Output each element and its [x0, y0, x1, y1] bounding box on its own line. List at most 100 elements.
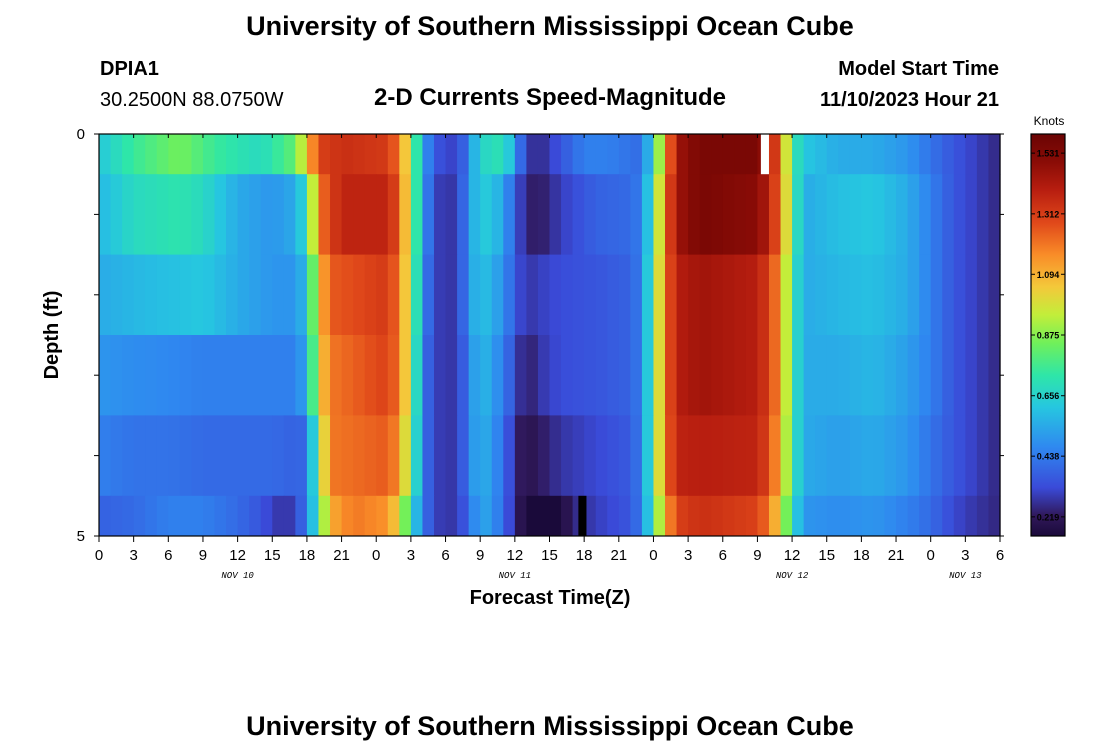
- heatmap-cell: [168, 174, 181, 255]
- heatmap-cell: [665, 134, 678, 175]
- heatmap-cell: [872, 415, 886, 497]
- heatmap-cell: [537, 134, 551, 175]
- heatmap-cell: [896, 174, 909, 255]
- heatmap-cell: [722, 254, 735, 336]
- heatmap-cell: [353, 415, 366, 497]
- heatmap-cell: [433, 134, 447, 175]
- heatmap-cell: [630, 134, 643, 175]
- heatmap-cell: [491, 335, 504, 416]
- heatmap-cell: [99, 174, 112, 255]
- heatmap-cell: [884, 495, 897, 537]
- x-tick-label: 6: [996, 547, 1004, 564]
- heatmap-cell: [249, 254, 262, 336]
- heatmap-cell: [202, 134, 216, 175]
- heatmap-cell: [295, 415, 308, 497]
- heatmap-cell: [711, 134, 724, 175]
- heatmap-cell: [699, 134, 712, 175]
- y-axis: 05: [77, 126, 1004, 545]
- heatmap-cell: [133, 495, 146, 537]
- heatmap-cell: [745, 134, 759, 175]
- heatmap-cell: [480, 495, 493, 537]
- heatmap-cell: [537, 174, 551, 255]
- heatmap-cell: [572, 254, 585, 336]
- chart-subtitle: 2-D Currents Speed-Magnitude: [374, 84, 726, 111]
- x-tick-label: 21: [333, 547, 350, 564]
- heatmap-cell: [399, 495, 412, 537]
- missing-data-cell: [760, 134, 769, 175]
- x-tick-label: 18: [299, 547, 316, 564]
- heatmap-cell: [445, 134, 458, 175]
- heatmap-cell: [387, 254, 400, 336]
- heatmap-cell: [133, 415, 146, 497]
- heatmap-cell: [387, 174, 400, 255]
- heatmap-cell: [688, 335, 701, 416]
- heatmap-cell: [491, 254, 504, 336]
- x-tick-label: 18: [576, 547, 593, 564]
- heatmap-cell: [676, 495, 689, 537]
- heatmap-cell: [387, 335, 400, 416]
- date-labels: NOV 10 NOV 11 NOV 12 NOV 13: [221, 571, 982, 581]
- heatmap-cell: [953, 134, 966, 175]
- heatmap-cell: [953, 495, 966, 537]
- heatmap-cell: [399, 174, 412, 255]
- heatmap-cell: [353, 174, 366, 255]
- heatmap-cell: [249, 174, 262, 255]
- heatmap-cell: [722, 495, 735, 537]
- heatmap-cell: [364, 495, 377, 537]
- heatmap-cell: [526, 174, 539, 255]
- heatmap-cell: [503, 174, 516, 255]
- heatmap-cell: [618, 134, 631, 175]
- heatmap-cell: [457, 415, 470, 497]
- heatmap-cell: [561, 254, 574, 336]
- heatmap-cell: [191, 495, 204, 537]
- heatmap-cell: [191, 134, 204, 175]
- heatmap-cell: [237, 415, 250, 497]
- heatmap-cell: [711, 335, 724, 416]
- heatmap-cell: [965, 254, 978, 336]
- heatmap-cell: [653, 254, 666, 336]
- y-axis-label: Depth (ft): [41, 291, 63, 380]
- x-tick-label: 12: [507, 547, 524, 564]
- heatmap-cell: [422, 415, 435, 497]
- x-axis: 0 3 6 9 12 15 18 21 0 3 6 9 12 15 18 21 0 3 6 9 12 15 18 21 0 3 6: [95, 134, 1004, 564]
- heatmap-cell: [711, 495, 724, 537]
- heatmap-cell: [745, 495, 759, 537]
- colorbar-tick-label: 0.219: [1037, 512, 1060, 522]
- heatmap-cell: [295, 134, 308, 175]
- heatmap-cell: [410, 495, 424, 537]
- heatmap-cell: [792, 134, 805, 175]
- x-tick-label: 12: [784, 547, 801, 564]
- station-id: DPIA1: [100, 58, 159, 80]
- heatmap-cell: [965, 495, 978, 537]
- heatmap-cell: [99, 134, 112, 175]
- heatmap-cell: [156, 335, 169, 416]
- heatmap-cell: [433, 335, 447, 416]
- heatmap-cell: [122, 335, 135, 416]
- heatmap-cell: [480, 415, 493, 497]
- heatmap-cell: [353, 495, 366, 537]
- heatmap-cell: [341, 335, 354, 416]
- heatmap-cell: [919, 495, 932, 537]
- heatmap-cell: [988, 335, 1001, 416]
- heatmap-cell: [630, 174, 643, 255]
- heatmap-cell: [584, 495, 597, 537]
- heatmap-cell: [330, 495, 343, 537]
- heatmap-cell: [387, 134, 400, 175]
- heatmap-cell: [306, 134, 320, 175]
- colorbar-tick-label: 0.875: [1037, 331, 1060, 341]
- heatmap-cell: [179, 134, 193, 175]
- heatmap-cell: [526, 254, 539, 336]
- heatmap-cell: [849, 174, 862, 255]
- heatmap-cell: [514, 254, 527, 336]
- heatmap-cell: [503, 415, 516, 497]
- heatmap-cell: [283, 495, 296, 537]
- heatmap-cell: [688, 415, 701, 497]
- heatmap-cell: [226, 495, 239, 537]
- heatmap-cell: [861, 134, 874, 175]
- heatmap-cell: [780, 495, 793, 537]
- heatmap-cell: [815, 495, 828, 537]
- heatmap-cell: [260, 254, 273, 336]
- heatmap-cell: [641, 254, 655, 336]
- heatmap-cell: [665, 174, 678, 255]
- heatmap-cell: [480, 174, 493, 255]
